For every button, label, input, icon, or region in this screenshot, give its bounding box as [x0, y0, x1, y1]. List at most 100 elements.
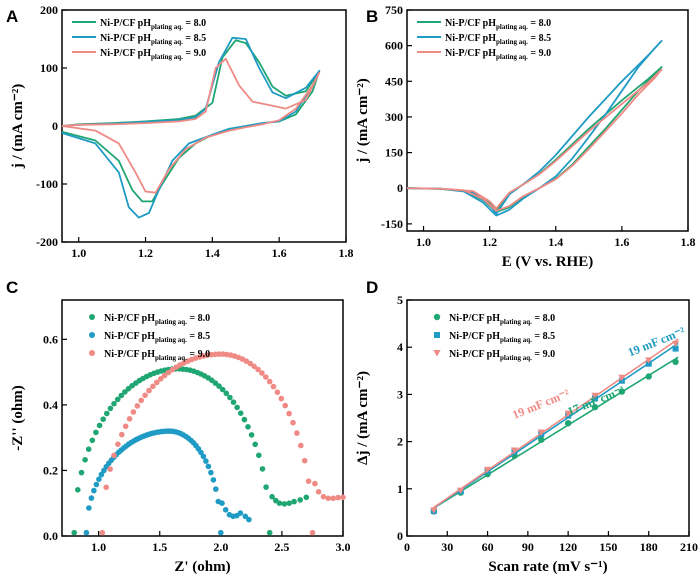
x-tick-label: 2.0 [213, 540, 228, 554]
y-tick-label: 0.2 [43, 463, 58, 477]
data-point [330, 495, 337, 502]
legend-label: Ni-P/CF pHplating aq. = 8.5 [100, 33, 206, 46]
legend-swatch [89, 350, 95, 356]
data-point [118, 392, 125, 399]
y-tick-label: 150 [385, 146, 403, 160]
data-point [115, 441, 121, 448]
data-point [246, 516, 252, 523]
y-tick-label: 4 [397, 340, 403, 354]
data-point [274, 389, 281, 396]
data-point [618, 374, 626, 382]
y-tick-label: 5 [397, 293, 403, 307]
legend-label: Ni-P/CF pHplating aq. = 9.0 [100, 48, 206, 61]
data-point [303, 494, 310, 501]
data-point [320, 493, 327, 500]
y-tick-label: 0 [397, 529, 403, 543]
y-axis-label: Δj / (mA cm⁻²) [355, 371, 371, 465]
data-point [218, 529, 224, 536]
data-point [96, 476, 102, 483]
data-point [157, 376, 164, 382]
data-point [297, 497, 304, 503]
x-tick-label: 1.2 [482, 235, 497, 249]
data-point [93, 481, 100, 488]
data-point [290, 419, 296, 426]
x-tick-label: 2.5 [274, 540, 289, 554]
x-tick-label: 150 [599, 540, 617, 554]
x-tick-label: 1.4 [205, 246, 220, 260]
x-tick-label: 1.0 [91, 540, 106, 554]
data-point [315, 489, 322, 495]
data-point [286, 500, 293, 507]
series-line-1 [406, 66, 663, 213]
data-point [672, 345, 679, 352]
data-point [251, 363, 257, 370]
panel-label: D [366, 278, 378, 297]
data-point [247, 360, 253, 367]
data-point [237, 510, 244, 516]
x-tick-label: 60 [482, 540, 494, 554]
y-tick-label: 200 [40, 3, 58, 17]
y-axis-label: j / (mA cm⁻²) [355, 78, 371, 163]
data-point [130, 409, 137, 415]
data-point [269, 493, 275, 500]
panel-d: 0 30 60 90 120 150 180 210 0 1 2 3 4 5 D Δj / (mA cm⁻²)… [355, 278, 698, 575]
data-point [252, 441, 258, 448]
data-point [219, 386, 226, 393]
x-tick-label: 90 [522, 540, 534, 554]
data-point [216, 351, 222, 357]
data-point [591, 403, 599, 411]
legend-swatch [433, 350, 441, 357]
data-point [263, 374, 269, 380]
data-point [200, 453, 207, 460]
x-axis-label: Z' (ohm) [174, 559, 230, 575]
data-point [75, 487, 81, 493]
data-point [99, 529, 106, 536]
data-point [309, 529, 316, 536]
data-point [146, 387, 152, 394]
data-point [286, 410, 292, 417]
x-tick-label: 1.8 [681, 235, 696, 249]
x-tick-label: 1.8 [339, 246, 354, 260]
data-point [134, 403, 141, 409]
legend-label: Ni-P/CF pHplating aq. = 8.0 [100, 18, 206, 31]
x-axis-label: E (V vs. RHE) [502, 254, 593, 270]
x-axis-label: Scan rate (mV s⁻¹) [488, 559, 607, 575]
fit-line [430, 342, 679, 511]
data-point [591, 392, 599, 399]
plot-frame [406, 9, 689, 232]
y-tick-label: 0 [397, 181, 403, 195]
series-line-2 [61, 36, 321, 219]
data-point [103, 484, 109, 491]
data-point [96, 422, 103, 429]
data-point [82, 457, 88, 463]
series-line-3 [406, 68, 663, 212]
data-point [142, 392, 148, 399]
data-point [510, 447, 519, 454]
data-point [281, 501, 288, 507]
data-point [305, 478, 312, 485]
data-point [78, 469, 85, 476]
data-point [291, 498, 297, 505]
legend-label: Ni-P/CF pHplating aq. = 8.0 [445, 18, 551, 31]
data-point [208, 469, 214, 476]
data-point [298, 442, 304, 449]
data-point [223, 390, 230, 397]
legend-swatch [89, 332, 95, 338]
data-point [270, 383, 277, 390]
data-point [538, 436, 545, 443]
x-tick-label: 1.4 [548, 235, 563, 249]
data-point [85, 446, 92, 453]
x-tick-label: 120 [559, 540, 577, 554]
data-point [205, 463, 212, 470]
data-point [266, 378, 273, 385]
y-tick-label: 3 [397, 387, 403, 401]
data-point [104, 410, 110, 417]
data-point [263, 484, 269, 490]
data-point [242, 513, 249, 520]
plot-frame [61, 9, 347, 243]
y-axis-label: j / (mA cm⁻²) [10, 84, 26, 169]
data-point [645, 373, 652, 380]
data-point [210, 477, 217, 483]
y-tick-label: 1 [397, 482, 403, 496]
